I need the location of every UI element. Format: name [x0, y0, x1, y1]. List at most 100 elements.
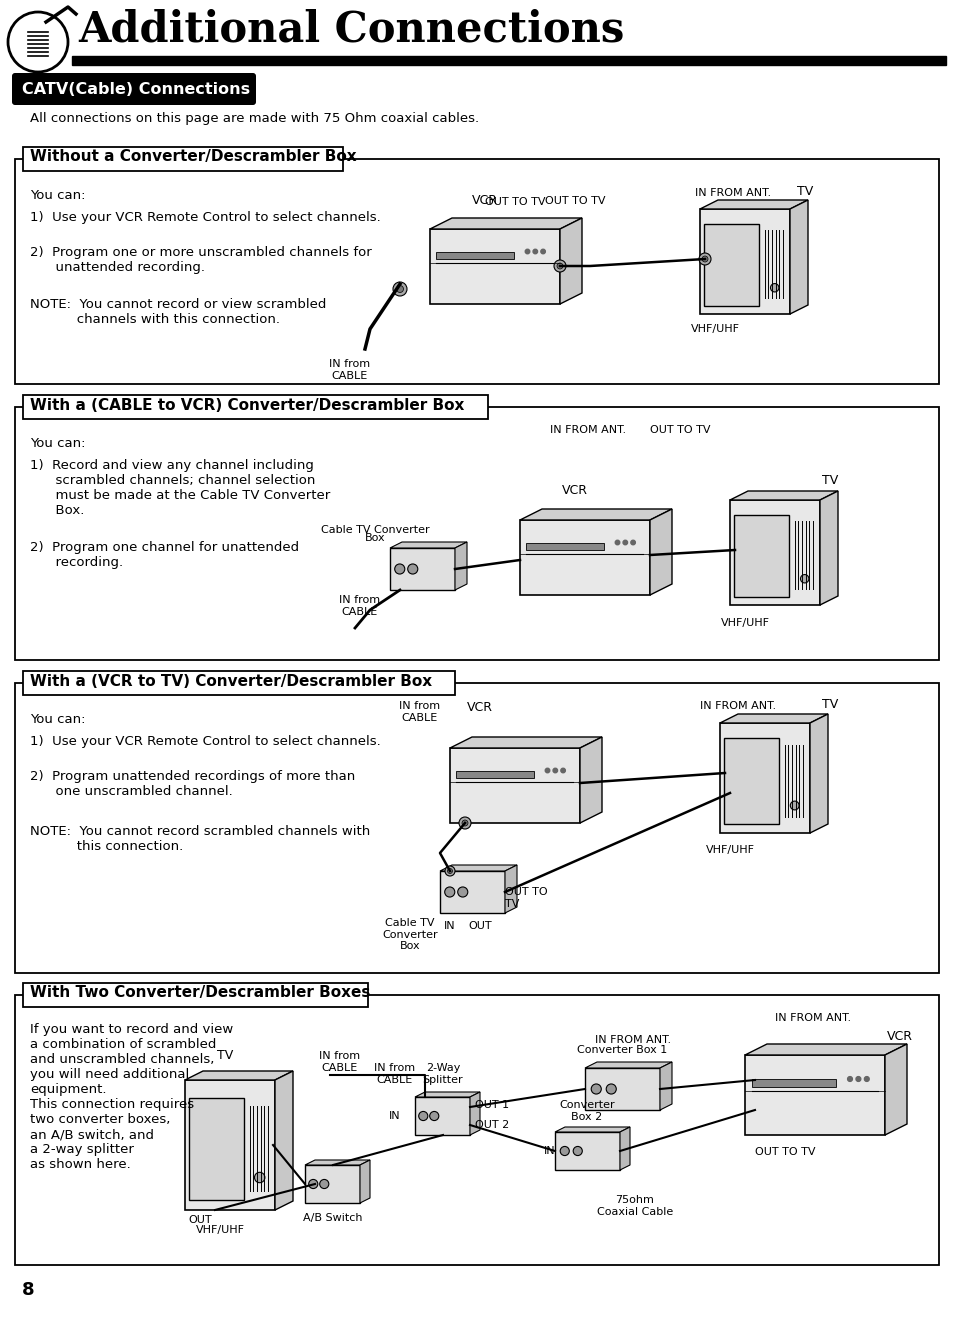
- Text: IN FROM ANT.: IN FROM ANT.: [774, 1013, 850, 1023]
- Bar: [703, 224, 759, 306]
- Polygon shape: [659, 1062, 671, 1110]
- Circle shape: [540, 249, 545, 254]
- Bar: [733, 515, 788, 597]
- Bar: [390, 548, 455, 590]
- Circle shape: [461, 820, 468, 826]
- Circle shape: [8, 12, 68, 72]
- Text: OUT: OUT: [468, 921, 492, 931]
- Text: CATV(Cable) Connections: CATV(Cable) Connections: [22, 82, 250, 96]
- Text: TV: TV: [821, 474, 838, 487]
- Bar: [526, 543, 604, 551]
- Polygon shape: [884, 1044, 906, 1135]
- Text: OUT TO TV: OUT TO TV: [484, 198, 545, 207]
- Text: With a (VCR to TV) Converter/Descrambler Box: With a (VCR to TV) Converter/Descrambler…: [30, 673, 432, 689]
- Text: Additional Connections: Additional Connections: [78, 8, 623, 50]
- Circle shape: [789, 801, 799, 810]
- Polygon shape: [729, 491, 837, 500]
- Bar: [23, 395, 488, 419]
- Polygon shape: [390, 543, 467, 548]
- Bar: [430, 229, 559, 304]
- Text: Converter Box 1: Converter Box 1: [577, 1044, 666, 1055]
- Bar: [15, 996, 938, 1266]
- Circle shape: [407, 564, 417, 574]
- Bar: [456, 770, 534, 778]
- Text: Box: Box: [364, 533, 385, 543]
- Text: VCR: VCR: [886, 1030, 912, 1043]
- Bar: [555, 1133, 619, 1169]
- Text: IN from
CABLE: IN from CABLE: [319, 1051, 360, 1073]
- Polygon shape: [455, 543, 467, 590]
- Text: Converter
Box 2: Converter Box 2: [558, 1101, 614, 1122]
- Polygon shape: [519, 508, 671, 520]
- Text: IN from
CABLE: IN from CABLE: [329, 360, 370, 381]
- Text: With Two Converter/Descrambler Boxes: With Two Converter/Descrambler Boxes: [30, 985, 370, 1001]
- Text: NOTE:  You cannot record scrambled channels with
           this connection.: NOTE: You cannot record scrambled channe…: [30, 824, 370, 853]
- Text: TV: TV: [821, 698, 838, 711]
- Text: 1)  Use your VCR Remote Control to select channels.: 1) Use your VCR Remote Control to select…: [30, 211, 380, 224]
- Text: 2)  Program unattended recordings of more than
      one unscrambled channel.: 2) Program unattended recordings of more…: [30, 770, 355, 798]
- Text: VCR: VCR: [472, 194, 497, 207]
- Circle shape: [701, 255, 707, 262]
- Circle shape: [846, 1076, 852, 1081]
- Text: You can:: You can:: [30, 712, 86, 726]
- Circle shape: [699, 253, 710, 265]
- Bar: [23, 148, 343, 171]
- Text: IN: IN: [444, 921, 456, 931]
- Bar: [700, 209, 789, 313]
- Circle shape: [254, 1172, 265, 1183]
- Text: Cable TV
Converter
Box: Cable TV Converter Box: [382, 918, 437, 951]
- Text: OUT TO TV: OUT TO TV: [649, 425, 710, 435]
- FancyBboxPatch shape: [12, 72, 255, 105]
- Text: VHF/UHF: VHF/UHF: [720, 618, 769, 628]
- Polygon shape: [470, 1092, 479, 1135]
- Text: OUT TO TV: OUT TO TV: [544, 196, 604, 205]
- Circle shape: [557, 263, 562, 269]
- Bar: [15, 407, 938, 660]
- Bar: [436, 252, 514, 259]
- Text: You can:: You can:: [30, 190, 86, 202]
- Circle shape: [429, 1112, 438, 1121]
- Text: 1)  Record and view any channel including
      scrambled channels; channel sele: 1) Record and view any channel including…: [30, 460, 330, 518]
- Circle shape: [395, 564, 404, 574]
- Circle shape: [605, 1084, 616, 1094]
- Circle shape: [630, 540, 635, 545]
- Text: IN from
CABLE: IN from CABLE: [399, 701, 440, 723]
- Text: IN from
CABLE: IN from CABLE: [374, 1063, 416, 1085]
- Text: VHF/UHF: VHF/UHF: [690, 324, 739, 335]
- Text: 75ohm
Coaxial Cable: 75ohm Coaxial Cable: [597, 1195, 673, 1217]
- Text: A/B Switch: A/B Switch: [303, 1213, 362, 1223]
- Polygon shape: [450, 738, 601, 748]
- Text: IN FROM ANT.: IN FROM ANT.: [550, 425, 625, 435]
- Bar: [71, 57, 945, 65]
- Text: VCR: VCR: [561, 485, 587, 497]
- Bar: [185, 1080, 274, 1210]
- Text: Cable TV Converter: Cable TV Converter: [320, 525, 429, 535]
- Bar: [415, 1097, 470, 1135]
- Circle shape: [863, 1076, 868, 1081]
- Text: Without a Converter/Descrambler Box: Without a Converter/Descrambler Box: [30, 150, 356, 165]
- Circle shape: [560, 768, 565, 773]
- Text: 8: 8: [22, 1281, 34, 1299]
- Polygon shape: [415, 1092, 479, 1097]
- Bar: [519, 520, 649, 595]
- Text: IN: IN: [389, 1112, 400, 1121]
- Polygon shape: [185, 1071, 293, 1080]
- Bar: [23, 982, 368, 1008]
- Polygon shape: [700, 200, 807, 209]
- Text: IN FROM ANT.: IN FROM ANT.: [700, 701, 776, 711]
- Bar: [751, 1079, 835, 1087]
- Circle shape: [457, 886, 467, 897]
- Circle shape: [591, 1084, 600, 1094]
- Circle shape: [393, 282, 407, 296]
- Circle shape: [615, 540, 619, 545]
- Text: TV: TV: [216, 1050, 233, 1062]
- Circle shape: [458, 817, 471, 828]
- Bar: [439, 871, 504, 913]
- Text: OUT TO TV: OUT TO TV: [754, 1147, 815, 1158]
- Bar: [584, 1068, 659, 1110]
- Bar: [722, 739, 779, 824]
- Text: IN: IN: [543, 1146, 556, 1156]
- Circle shape: [418, 1112, 427, 1121]
- Circle shape: [525, 249, 529, 254]
- Text: If you want to record and view
a combination of scrambled
and unscrambled channe: If you want to record and view a combina…: [30, 1023, 233, 1171]
